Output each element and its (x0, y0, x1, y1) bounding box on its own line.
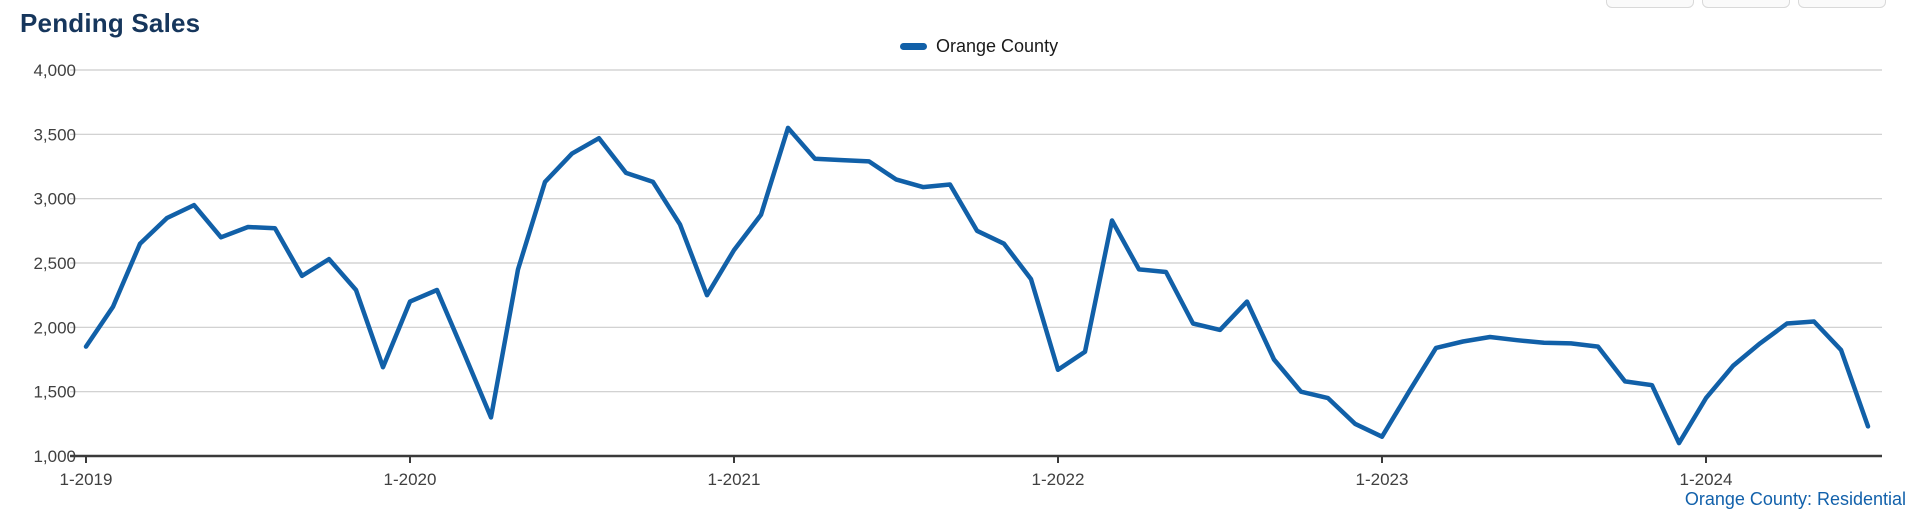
toolbar-button-2[interactable] (1702, 0, 1790, 8)
toolbar-button-3[interactable] (1798, 0, 1886, 8)
chart-footnote: Orange County: Residential (1684, 489, 1906, 509)
y-tick-label: 3,500 (33, 125, 76, 144)
y-tick-label: 1,000 (33, 447, 76, 466)
y-tick-label: 4,000 (33, 61, 76, 80)
x-tick-label: 1-2019 (60, 470, 113, 489)
x-tick-label: 1-2020 (384, 470, 437, 489)
y-tick-label: 3,000 (33, 190, 76, 209)
x-tick-label: 1-2023 (1356, 470, 1409, 489)
legend-label: Orange County (936, 36, 1059, 56)
y-tick-label: 1,500 (33, 383, 76, 402)
series-line-orange-county (83, 125, 1871, 446)
y-tick-label: 2,000 (33, 318, 76, 337)
x-tick-label: 1-2021 (708, 470, 761, 489)
legend-line-swatch-icon (900, 43, 927, 50)
toolbar-button-1[interactable] (1606, 0, 1694, 8)
x-tick-label: 1-2022 (1032, 470, 1085, 489)
y-tick-label: 2,500 (33, 254, 76, 273)
page-title: Pending Sales (20, 8, 201, 38)
legend: Orange County (900, 36, 1058, 57)
x-tick-label: 1-2024 (1680, 470, 1733, 489)
